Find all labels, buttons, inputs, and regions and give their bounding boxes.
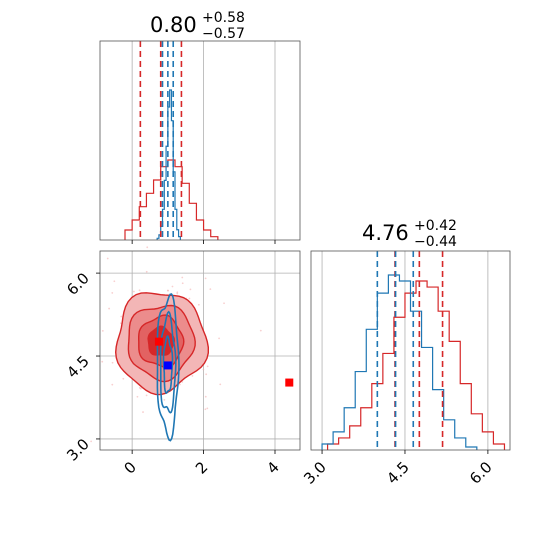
- diag-panel-p1: 3.0 4.5 6.0: [300, 250, 511, 488]
- scatter-point: [204, 408, 207, 411]
- scatter-point: [202, 368, 205, 371]
- scatter-point: [166, 289, 169, 292]
- title-p1-value: 4.76: [362, 221, 409, 245]
- scatter-point: [120, 315, 123, 318]
- x-tick-label-p0-0: 0: [120, 458, 139, 477]
- scatter-point: [113, 280, 116, 283]
- scatter-point: [179, 383, 181, 386]
- scatter-point: [136, 395, 139, 398]
- scatter-point: [138, 289, 141, 292]
- y-tick-label-p1-1: 4.5: [63, 352, 93, 382]
- scatter-point: [197, 303, 200, 306]
- scatter-point: [101, 329, 104, 332]
- scatter-point: [106, 257, 109, 260]
- contour-blue-level-2: [159, 310, 177, 414]
- scatter-point: [176, 292, 179, 295]
- scatter-point: [111, 383, 114, 386]
- marker-red-true-value: [154, 337, 163, 346]
- scatter-point: [219, 383, 222, 386]
- title-p0-value: 0.80: [150, 13, 197, 37]
- scatter-point: [140, 387, 142, 390]
- histogram-blue-p0: [156, 89, 181, 240]
- scatter-point: [204, 277, 207, 280]
- scatter-point: [205, 373, 208, 376]
- diag-panel-p0: [99, 40, 301, 244]
- joint-panel: 0 2 4 3.0 4.5 6.0: [63, 246, 301, 478]
- scatter-point: [145, 394, 148, 397]
- scatter-point: [206, 407, 209, 410]
- y-tick-label-p1-0: 3.0: [63, 435, 93, 465]
- scatter-point: [146, 246, 149, 249]
- scatter-point: [188, 297, 191, 300]
- diag0-frame: [99, 40, 301, 241]
- joint-frame: [99, 250, 301, 451]
- scatter-point: [122, 377, 125, 380]
- scatter-point: [163, 398, 166, 401]
- marker-red-outlier: [285, 378, 294, 387]
- y-tick-label-p1-2: 6.0: [63, 269, 93, 299]
- scatter-point: [176, 291, 179, 294]
- scatter-point: [204, 395, 207, 398]
- histogram-red-p1: [326, 280, 506, 450]
- x-tick-label-p0-2: 4: [263, 458, 282, 477]
- title-p0-minus: −0.57: [202, 26, 245, 42]
- x-tick-label-p0-1: 2: [192, 458, 211, 477]
- title-p0-plus: +0.58: [202, 10, 245, 26]
- histogram-blue-p1: [321, 274, 478, 450]
- scatter-point: [111, 292, 114, 294]
- title-p1-plus: +0.42: [414, 218, 457, 234]
- diag1-frame: [310, 250, 511, 451]
- scatter-point: [132, 290, 135, 293]
- x-tick-label-p1-1: 4.5: [383, 458, 413, 488]
- scatter-point: [111, 361, 114, 364]
- title-p1-minus: −0.44: [414, 234, 457, 250]
- scatter-point: [191, 375, 194, 377]
- contour-blue-level-1: [156, 293, 180, 442]
- scatter-point: [218, 337, 220, 340]
- contour-blue-level-3: [162, 335, 174, 394]
- scatter-point: [181, 276, 184, 279]
- scatter-point: [209, 288, 212, 291]
- x-tick-label-p1-2: 6.0: [466, 458, 496, 488]
- scatter-point: [189, 288, 192, 291]
- scatter-point: [206, 365, 209, 368]
- scatter-point: [171, 285, 174, 288]
- scatter-point: [108, 307, 111, 310]
- scatter-point: [145, 270, 148, 273]
- scatter-point: [142, 411, 144, 413]
- scatter-point: [259, 329, 262, 332]
- scatter-point: [90, 440, 93, 443]
- scatter-point: [101, 360, 104, 363]
- marker-blue-value: [163, 361, 172, 370]
- histogram-red-p0: [124, 159, 219, 240]
- scatter-point: [181, 282, 184, 285]
- x-tick-label-p1-0: 3.0: [300, 458, 330, 488]
- scatter-point: [223, 302, 225, 305]
